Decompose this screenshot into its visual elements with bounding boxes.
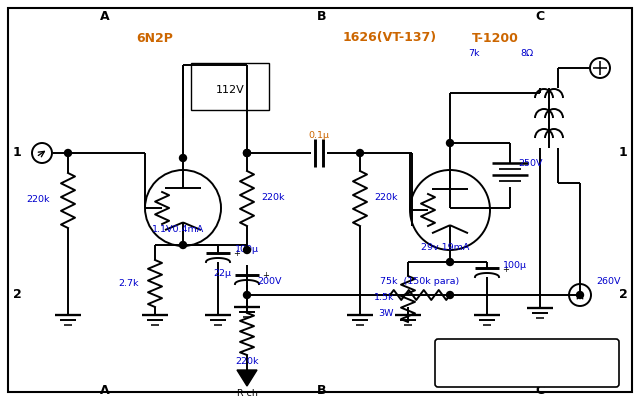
Text: 220k: 220k [374,194,397,202]
Circle shape [243,150,250,156]
Text: 1626(VT-137): 1626(VT-137) [343,32,437,44]
Text: 0.1µ: 0.1µ [308,130,330,140]
Text: 220k: 220k [261,194,285,202]
Circle shape [179,242,186,248]
Text: 1: 1 [619,146,627,160]
Text: 2: 2 [13,288,21,302]
Text: B: B [317,10,327,22]
Circle shape [356,150,364,156]
Text: 100µ: 100µ [503,260,527,270]
Text: 1: 1 [13,146,21,160]
Text: +: + [233,250,240,258]
Text: 100µ: 100µ [235,246,259,254]
Text: 75k  (150k para): 75k (150k para) [380,276,460,286]
Text: 220k: 220k [26,196,50,204]
Circle shape [577,292,584,298]
Text: 8Ω: 8Ω [520,48,534,58]
Text: R ch: R ch [237,390,257,398]
Circle shape [243,150,250,156]
Text: A: A [100,384,110,396]
Text: 3W: 3W [378,310,394,318]
Text: 2.7k: 2.7k [118,278,139,288]
Text: 200V: 200V [257,276,282,286]
Circle shape [447,292,454,298]
Text: 250V: 250V [518,158,543,168]
Text: 1.5k: 1.5k [374,292,394,302]
Polygon shape [237,370,257,386]
Circle shape [447,140,454,146]
Text: 2: 2 [619,288,627,302]
FancyBboxPatch shape [8,8,632,392]
Text: 6N2P: 6N2P [136,32,173,44]
Circle shape [243,292,250,298]
Text: T-1200: T-1200 [472,32,518,44]
Text: A: A [100,10,110,22]
Text: 29v 19mA: 29v 19mA [421,244,469,252]
Circle shape [65,150,72,156]
Text: 22µ: 22µ [213,268,231,278]
Text: 112V: 112V [216,85,244,95]
Text: B: B [317,384,327,396]
FancyBboxPatch shape [435,339,619,387]
FancyBboxPatch shape [191,63,269,110]
Circle shape [243,246,250,254]
Text: +: + [502,264,509,274]
Text: TENTEC 2017.03.12: TENTEC 2017.03.12 [472,367,582,377]
Text: 7k: 7k [468,48,480,58]
Text: 1.1V0.4mA: 1.1V0.4mA [152,226,204,234]
Text: 260V: 260V [596,276,621,286]
Circle shape [447,258,454,266]
Text: 1626 (VT-137): 1626 (VT-137) [488,349,566,359]
Text: +: + [262,272,269,280]
Circle shape [179,154,186,162]
Text: C: C [536,10,545,22]
Text: C: C [536,384,545,396]
Text: 220k: 220k [236,358,259,366]
